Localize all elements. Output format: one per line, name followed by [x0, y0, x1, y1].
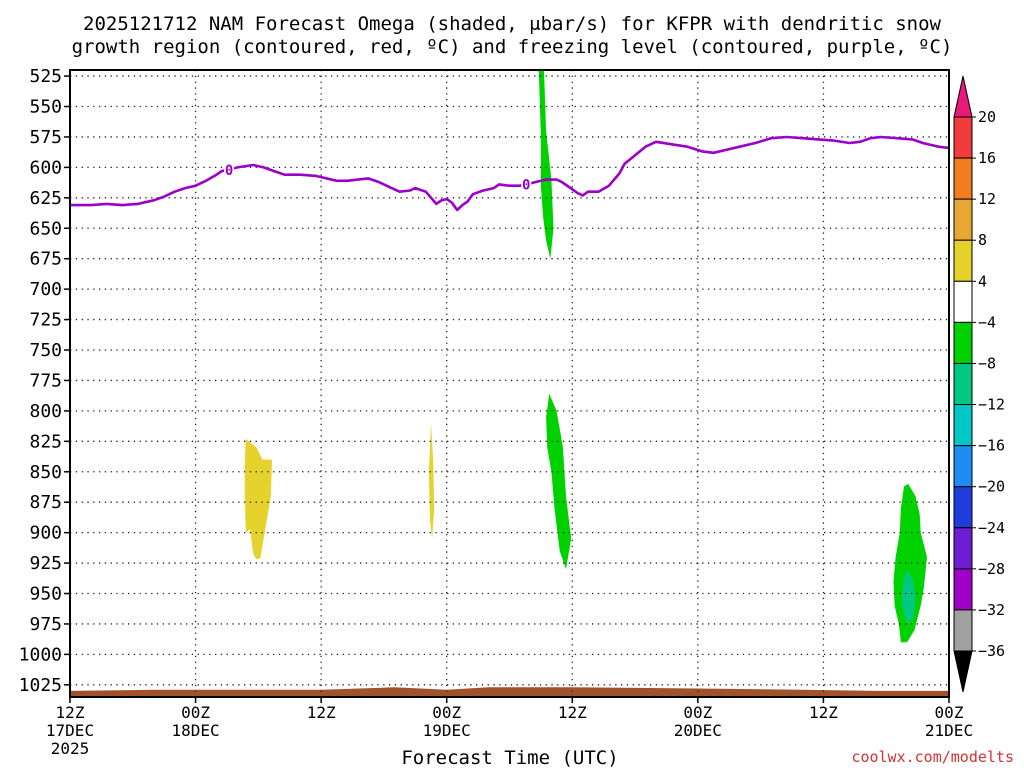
colorbar-bin-1 [953, 116, 973, 159]
colorbar-bin-4 [953, 239, 973, 282]
colorbar-label-10: −24 [978, 519, 1005, 537]
colorbar-bin-11 [953, 527, 973, 570]
freezing-label-bg-2 [521, 176, 532, 193]
colorbar: 20 16 12 8 4 −4 −8 −12 −16 −20 −24 −28 −32 −36 [953, 75, 1005, 693]
y-tick-label-725: 725 [29, 310, 62, 331]
colorbar-bin-10 [953, 486, 973, 529]
terrain-layer [70, 687, 949, 697]
y-tick-label-1000: 1000 [19, 644, 62, 665]
x-tick-date-36: 19DEC [423, 721, 471, 740]
y-tick-label-950: 950 [29, 584, 62, 605]
omega-region-3 [538, 70, 554, 259]
y-tick-label-800: 800 [29, 401, 62, 422]
x-tick-date-12: 18DEC [171, 721, 219, 740]
omega-region-1 [244, 438, 272, 560]
x-tick-year-0: 2025 [51, 739, 90, 758]
x-tick-label-48: 12Z [558, 703, 587, 722]
y-tick-label-775: 775 [29, 370, 62, 391]
y-tick-label-1025: 1025 [19, 675, 62, 696]
colorbar-label-2: 12 [978, 190, 996, 208]
chart-title-line-2: growth region (contoured, red, ºC) and f… [72, 36, 953, 58]
terrain-fill [70, 687, 949, 697]
y-tick-label-975: 975 [29, 614, 62, 635]
x-tick-date-60: 20DEC [674, 721, 722, 740]
colorbar-label-9: −20 [978, 478, 1005, 496]
y-tick-label-625: 625 [29, 188, 62, 209]
x-tick-date-84: 21DEC [925, 721, 973, 740]
x-tick-label-60: 00Z [683, 703, 712, 722]
omega-shading-layer [244, 70, 927, 643]
colorbar-label-13: −36 [978, 642, 1005, 660]
colorbar-label-1: 16 [978, 149, 996, 167]
colorbar-label-11: −28 [978, 560, 1005, 578]
freezing-label-bg-1 [224, 161, 235, 178]
plot-frame [69, 69, 950, 698]
omega-region-2 [428, 423, 435, 539]
colorbar-label-3: 8 [978, 231, 987, 249]
y-tick-label-875: 875 [29, 492, 62, 513]
y-tick-label-700: 700 [29, 279, 62, 300]
colorbar-label-7: −12 [978, 396, 1005, 414]
colorbar-bin-6 [953, 321, 973, 364]
x-tick-date-0: 17DEC [46, 721, 94, 740]
colorbar-bin-9 [953, 445, 973, 488]
colorbar-label-12: −32 [978, 601, 1005, 619]
y-tick-label-575: 575 [29, 127, 62, 148]
omega-region-5 [893, 483, 927, 643]
y-tick-label-750: 750 [29, 340, 62, 361]
y-tick-label-600: 600 [29, 157, 62, 178]
x-tick-label-36: 00Z [432, 703, 461, 722]
x-tick-label-12: 00Z [181, 703, 210, 722]
y-tick-label-550: 550 [29, 97, 62, 118]
colorbar-bin-5 [953, 280, 973, 323]
y-tick-label-850: 850 [29, 462, 62, 483]
gridlines [70, 70, 949, 697]
x-tick-label-72: 12Z [809, 703, 838, 722]
y-tick-label-925: 925 [29, 553, 62, 574]
y-tick-label-825: 825 [29, 431, 62, 452]
y-tick-label-525: 525 [29, 66, 62, 87]
x-tick-label-24: 12Z [307, 703, 336, 722]
colorbar-label-0: 20 [978, 108, 996, 126]
y-tick-label-650: 650 [29, 218, 62, 239]
colorbar-label-8: −16 [978, 437, 1005, 455]
omega-region-6 [901, 569, 916, 624]
colorbar-label-6: −8 [978, 354, 996, 372]
freezing-level-label-1: 0 [225, 163, 233, 179]
freezing-level-layer: 00 [70, 135, 949, 212]
colorbar-label-5: −4 [978, 313, 996, 331]
colorbar-cap-bottom [953, 650, 973, 693]
freezing-level-label-2: 0 [522, 177, 530, 193]
omega-region-4 [546, 393, 572, 570]
chart-title-line-1: 2025121712 NAM Forecast Omega (shaded, μ… [83, 13, 941, 35]
colorbar-bin-2 [953, 157, 973, 200]
colorbar-bin-12 [953, 568, 973, 611]
x-axis-title: Forecast Time (UTC) [401, 747, 618, 768]
x-tick-label-0: 12Z [56, 703, 85, 722]
colorbar-label-4: 4 [978, 272, 987, 290]
y-tick-label-900: 900 [29, 523, 62, 544]
y-tick-label-675: 675 [29, 249, 62, 270]
x-tick-label-84: 00Z [935, 703, 964, 722]
y-axis: 525 550 575 600 625 650 675 700 725 750 775 800 825 8… [19, 66, 70, 696]
colorbar-bin-13 [953, 609, 973, 652]
watermark-text: coolwx.com/modelts [851, 748, 1014, 766]
colorbar-bin-3 [953, 198, 973, 241]
colorbar-bin-8 [953, 404, 973, 447]
colorbar-bin-7 [953, 362, 973, 406]
